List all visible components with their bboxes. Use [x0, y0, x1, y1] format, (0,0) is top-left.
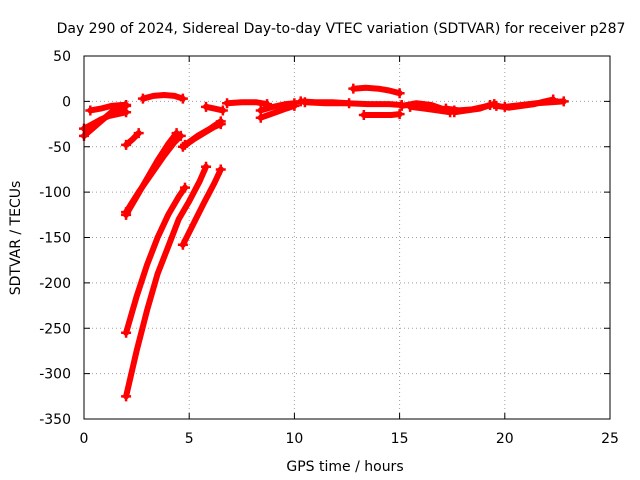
series-point: [491, 100, 502, 111]
series-point: [85, 105, 96, 116]
series-point: [137, 93, 148, 104]
series-arc-4: [123, 163, 209, 400]
series-arc-3: [123, 184, 188, 336]
series-point: [348, 83, 359, 94]
y-tick-label: -300: [39, 367, 71, 383]
series-point: [394, 109, 405, 120]
y-tick-label: 0: [62, 94, 71, 110]
series-point: [177, 93, 188, 104]
series-point: [358, 109, 369, 120]
series-point: [394, 88, 405, 99]
series-arc-5: [179, 166, 224, 248]
series-point: [179, 182, 190, 193]
series-arc-8: [123, 130, 142, 148]
y-tick-label: -250: [39, 321, 71, 337]
series-point: [121, 391, 132, 402]
y-tick-label: -150: [39, 231, 71, 247]
axis-ticks: 0 5 10 15 20 25 50 0 -50 -100 -150 -200 -250 -300 -350: [39, 49, 619, 447]
series-arc-18: [301, 99, 405, 108]
series-arc-19: [350, 84, 403, 97]
series-arc-26: [501, 98, 567, 110]
series-point: [405, 101, 416, 112]
series-point: [558, 96, 569, 107]
y-axis-label: SDTVAR / TECUs: [8, 181, 24, 296]
series-arc-15: [257, 102, 298, 121]
series-arc-2: [123, 132, 184, 216]
y-tick-label: 50: [53, 49, 71, 65]
series-point: [201, 101, 212, 112]
chart-title: Day 290 of 2024, Sidereal Day-to-day VTE…: [57, 21, 626, 37]
x-tick-label: 25: [601, 431, 619, 447]
series-arc-12: [139, 92, 186, 102]
series-point: [121, 207, 132, 218]
series-point: [121, 327, 132, 338]
y-tick-label: -200: [39, 276, 71, 292]
series-point: [121, 139, 132, 150]
series-arc-24: [451, 102, 494, 116]
series-point: [255, 105, 266, 116]
x-axis-label: GPS time / hours: [286, 459, 403, 475]
plot-frame: [83, 55, 611, 420]
series-point: [201, 161, 212, 172]
series-point: [133, 128, 144, 139]
y-tick-label: -100: [39, 185, 71, 201]
series-point: [175, 130, 186, 141]
series-point: [289, 98, 300, 109]
grid: [84, 56, 610, 419]
series-point: [179, 139, 190, 150]
series-arc-20: [360, 111, 403, 118]
x-tick-label: 20: [496, 431, 514, 447]
series-point: [396, 100, 407, 111]
series-point: [121, 100, 132, 111]
series-point: [177, 239, 188, 250]
series-arc-14: [224, 99, 270, 108]
x-tick-label: 5: [185, 431, 194, 447]
series-point: [215, 116, 226, 127]
series-point: [215, 164, 226, 175]
y-tick-label: -50: [48, 140, 71, 156]
series-point: [222, 98, 233, 109]
series-point: [217, 105, 228, 116]
series-arc-7: [182, 118, 224, 148]
series-arc-22: [407, 103, 454, 116]
series-point: [499, 101, 510, 112]
x-tick-label: 10: [285, 431, 303, 447]
series-point: [449, 107, 460, 118]
x-tick-label: 0: [80, 431, 89, 447]
y-tick-label: -350: [39, 412, 71, 428]
series-point: [299, 97, 310, 108]
series-point: [440, 103, 451, 114]
x-tick-label: 15: [391, 431, 409, 447]
data-series: [79, 83, 569, 402]
